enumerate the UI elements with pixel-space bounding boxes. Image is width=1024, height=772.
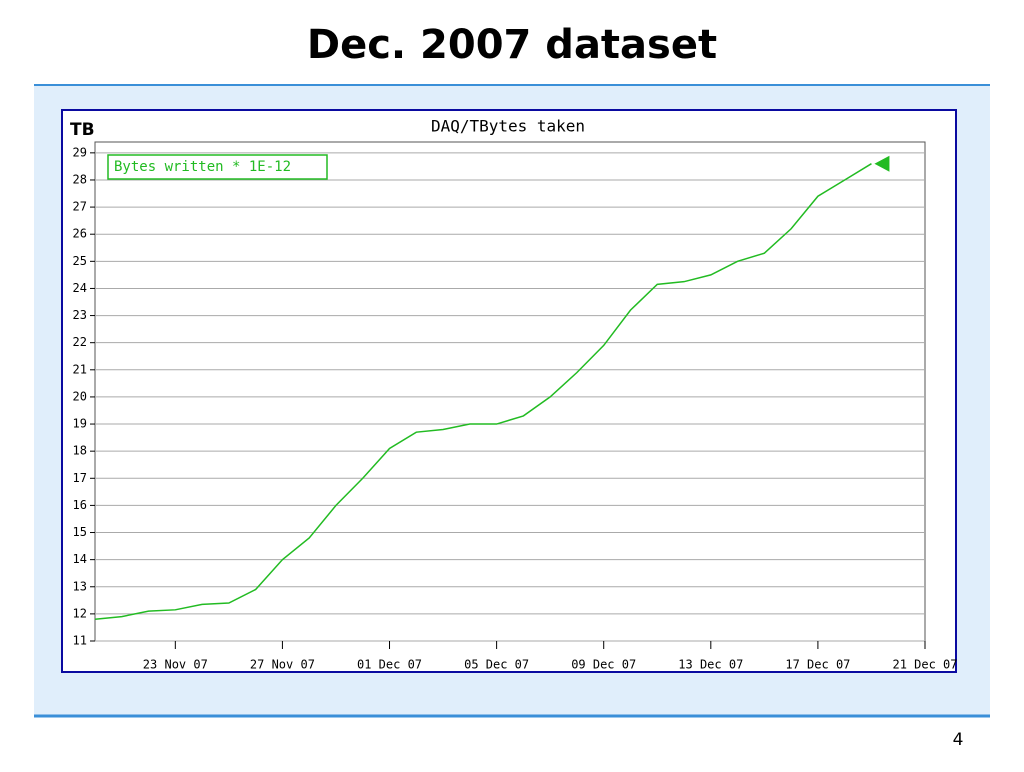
x-tick-label: 05 Dec 07 (464, 658, 529, 672)
y-tick-label: 24 (73, 281, 87, 295)
y-tick-label: 11 (73, 634, 87, 648)
chart-title: DAQ/TBytes taken (431, 117, 585, 136)
plot: 11 12 13 14 15 16 17 18 19 20 21 22 23 24 25 26 27 28 29 23… (73, 141, 958, 672)
data-line (94, 163, 872, 621)
slide-title: Dec. 2007 dataset (307, 22, 717, 68)
x-tick-label: 27 Nov 07 (250, 658, 315, 672)
plot-area (94, 141, 926, 642)
x-tick-label: 13 Dec 07 (678, 658, 743, 672)
y-tick-label: 28 (73, 172, 87, 186)
y-tick-label: 17 (73, 471, 87, 485)
y-tick-label: 21 (73, 362, 87, 376)
y-tick-label: 16 (73, 498, 87, 512)
y-tick-label: 20 (73, 389, 87, 403)
y-tick-label: 14 (73, 552, 87, 566)
y-tick-label: 22 (73, 335, 87, 349)
y-tick-label: 19 (73, 417, 87, 431)
y-axis-label: TB (70, 120, 95, 140)
x-tick-label: 01 Dec 07 (357, 658, 422, 672)
y-tick-label: 18 (73, 444, 87, 458)
legend-entry: Bytes written * 1E-12 (114, 159, 291, 175)
end-marker (874, 155, 890, 172)
y-tick-label: 13 (73, 579, 87, 593)
y-tick-label: 26 (73, 227, 87, 241)
y-tick-label: 23 (73, 308, 87, 322)
x-tick-label: 21 Dec 07 (892, 658, 957, 672)
y-tick-label: 29 (73, 145, 87, 159)
y-tick-label: 25 (73, 254, 87, 268)
y-tick-label: 12 (73, 606, 87, 620)
y-tick-label: 15 (73, 525, 87, 539)
x-tick-label: 17 Dec 07 (785, 658, 850, 672)
legend-box (107, 154, 328, 180)
y-tick-label: 27 (73, 200, 87, 214)
x-tick-label: 09 Dec 07 (571, 658, 636, 672)
x-tick-label: 23 Nov 07 (143, 658, 208, 672)
page-number: 4 (953, 730, 964, 750)
